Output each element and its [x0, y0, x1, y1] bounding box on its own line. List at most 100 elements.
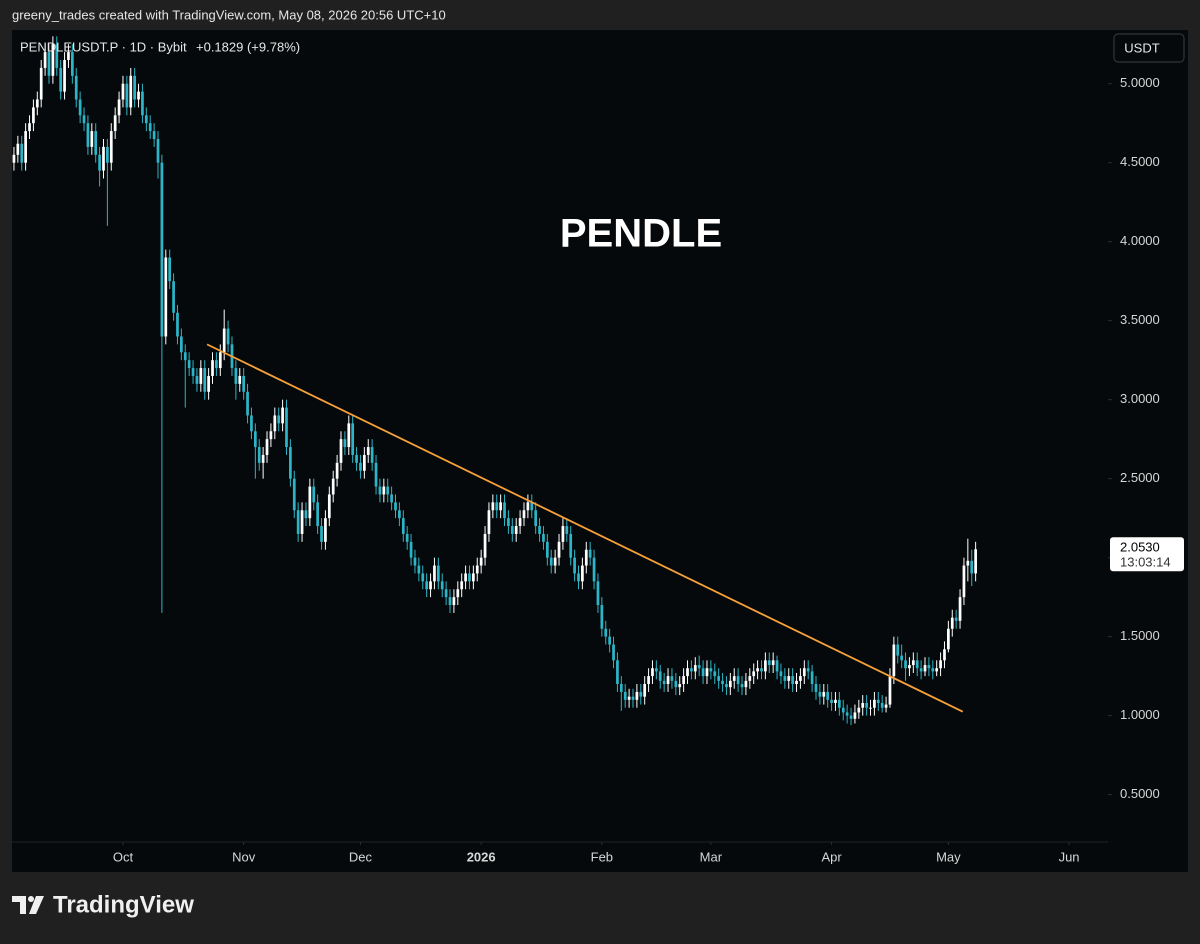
candle-body [939, 660, 942, 669]
candle-body [830, 699, 833, 703]
candle-body [125, 83, 129, 108]
candle-body [250, 415, 253, 432]
candle-body [682, 676, 685, 685]
candle-body [888, 676, 892, 705]
candle-body [12, 154, 16, 163]
candle-body [849, 715, 853, 719]
x-tick-label: Jun [1059, 849, 1080, 864]
candle-body [503, 502, 506, 519]
candle-body [468, 573, 471, 582]
x-tick-label: Feb [591, 849, 613, 864]
candle-body [90, 131, 94, 147]
candle-body [923, 665, 927, 672]
candle-body [304, 510, 308, 519]
candle-body [464, 573, 467, 582]
candle-body [915, 660, 919, 669]
candle-body [623, 691, 627, 700]
candle-body [553, 557, 557, 566]
currency-label[interactable]: USDT [1124, 40, 1159, 55]
candle-body [577, 573, 580, 582]
candle-body [433, 565, 436, 582]
candle-body [616, 660, 619, 685]
candle-body [390, 494, 393, 503]
candle-body [799, 676, 802, 681]
candle-body [584, 549, 588, 566]
candle-body [456, 589, 460, 598]
candle-body [880, 702, 884, 708]
candle-body [697, 665, 701, 669]
candle-body [760, 668, 763, 672]
chart-background [12, 30, 1188, 872]
candle-body [180, 336, 183, 353]
trendline [206, 343, 964, 713]
candle-body [70, 52, 74, 76]
candle-body [199, 368, 203, 384]
candle-body [931, 668, 935, 672]
x-tick-label: Apr [821, 849, 842, 864]
candle-body [98, 154, 101, 171]
candle-body [557, 541, 561, 558]
candle-body [690, 668, 693, 672]
candle-body [499, 502, 502, 511]
candle-body [545, 541, 549, 558]
candle-body [662, 680, 666, 685]
candle-body [277, 415, 281, 424]
candle-body [522, 510, 526, 519]
candle-body [168, 257, 172, 282]
candle-body [339, 439, 343, 463]
candle-body [261, 454, 265, 463]
candle-body [20, 143, 24, 163]
candle-body [748, 676, 752, 681]
y-tick-label: 3.0000 [1120, 391, 1160, 406]
candle-body [382, 486, 386, 495]
candle-body [113, 115, 117, 132]
candle-body [608, 636, 612, 645]
candle-body [721, 680, 724, 685]
candle-body [472, 573, 475, 582]
candle-body [24, 131, 27, 163]
candle-body [845, 712, 849, 716]
candle-body [409, 541, 413, 558]
x-tick-label: Mar [700, 849, 723, 864]
candle-body [935, 668, 939, 672]
candle-body [281, 407, 284, 424]
candle-body [144, 115, 148, 124]
candle-body [347, 423, 351, 448]
candle-body [549, 557, 553, 566]
candle-body [63, 60, 66, 92]
candle-body [865, 702, 868, 708]
candle-body [94, 131, 98, 155]
plot-area [12, 36, 977, 726]
candle-body [320, 526, 323, 542]
candle-body [779, 671, 783, 677]
candle-body [401, 518, 405, 534]
candle-body [876, 699, 880, 703]
currency-button[interactable] [1113, 33, 1185, 63]
candle-body [900, 655, 904, 661]
candle-body [958, 597, 962, 621]
candle-body [604, 628, 608, 637]
candle-body [510, 526, 514, 534]
candle-body [588, 549, 592, 558]
candle-body [756, 668, 759, 672]
candle-body [129, 75, 133, 108]
candle-body [783, 676, 787, 681]
candle-body [826, 691, 830, 700]
candle-body [176, 312, 179, 337]
candle-body [28, 123, 31, 132]
candle-body [335, 462, 339, 479]
candle-body [619, 684, 623, 692]
candle-body [394, 502, 397, 511]
candle-body [253, 431, 257, 448]
candle-body [837, 699, 841, 708]
candle-body [491, 502, 495, 511]
candle-body [970, 560, 974, 574]
candle-body [744, 680, 748, 688]
candle-body [654, 668, 658, 672]
candle-body [752, 671, 756, 677]
candle-body [148, 123, 152, 132]
candle-body [810, 671, 814, 685]
candle-body [927, 665, 931, 669]
candle-body [705, 668, 709, 677]
candle-body [709, 668, 713, 672]
